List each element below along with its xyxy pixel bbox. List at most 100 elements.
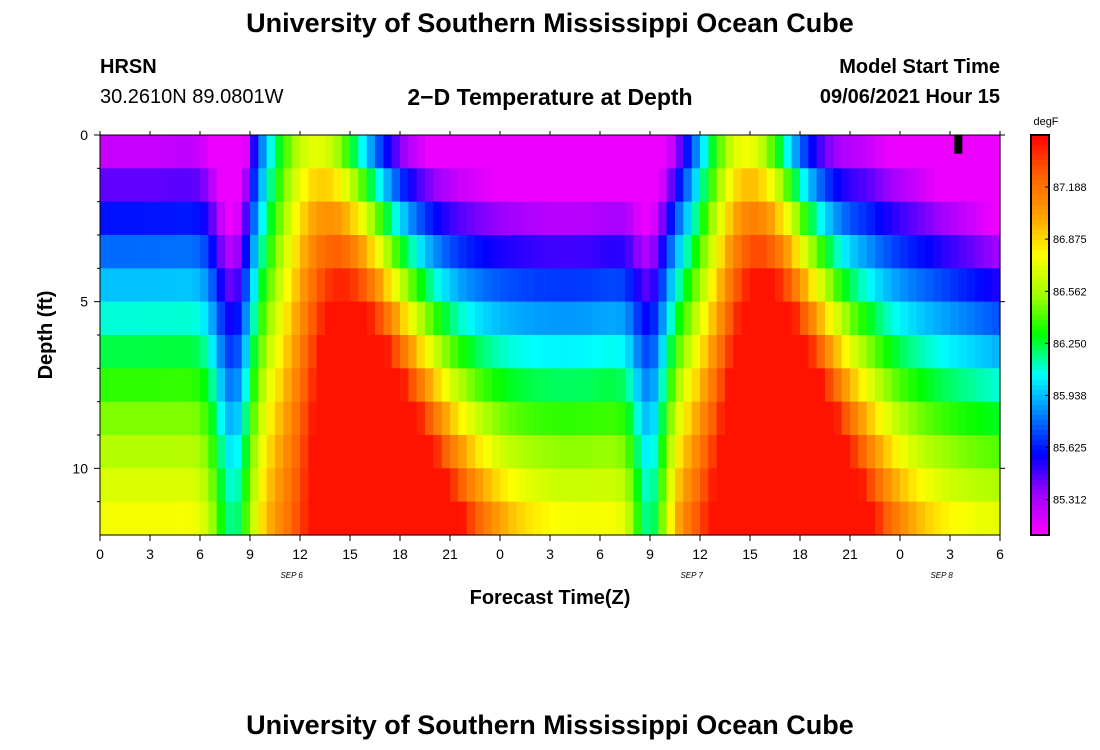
- heatmap-cell: [466, 401, 476, 436]
- heatmap-cell: [275, 401, 284, 436]
- heatmap-cell: [316, 368, 326, 403]
- heatmap-cell: [675, 368, 684, 403]
- colorbar-segment: [1031, 500, 1049, 506]
- heatmap-cell: [966, 468, 976, 503]
- heatmap-cell: [591, 435, 601, 469]
- heatmap-cell: [700, 268, 709, 303]
- heatmap-cell: [100, 401, 109, 436]
- heatmap-cell: [916, 168, 926, 203]
- heatmap-cell: [650, 235, 659, 269]
- heatmap-cell: [966, 335, 976, 369]
- heatmap-cell: [516, 401, 526, 436]
- heatmap-cell: [700, 368, 709, 403]
- heatmap-cell: [875, 335, 884, 369]
- heatmap-cell: [600, 468, 609, 503]
- heatmap-cell: [933, 468, 943, 503]
- heatmap-cell: [116, 268, 126, 303]
- heatmap-cell: [741, 135, 751, 169]
- heatmap-cell: [525, 168, 534, 203]
- heatmap-cell: [408, 135, 418, 169]
- heatmap-cell: [541, 268, 551, 303]
- heatmap-cell: [925, 435, 934, 469]
- x-tick-label: 15: [742, 546, 758, 562]
- heatmap-cell: [966, 301, 976, 336]
- colorbar-tick-label: 85.625: [1053, 443, 1087, 455]
- heatmap-cell: [700, 401, 709, 436]
- heatmap-cell: [225, 235, 234, 269]
- heatmap-cell: [150, 135, 159, 169]
- heatmap-cell: [316, 335, 326, 369]
- heatmap-cell: [266, 435, 276, 469]
- heatmap-cell: [458, 468, 468, 503]
- heatmap-cell: [875, 501, 884, 536]
- heatmap-cell: [616, 435, 626, 469]
- heatmap-cell: [975, 435, 984, 469]
- heatmap-cell: [691, 301, 701, 336]
- heatmap-cell: [166, 201, 176, 236]
- heatmap-cell: [475, 301, 484, 336]
- heatmap-cell: [425, 201, 434, 236]
- heatmap-cell: [391, 301, 401, 336]
- heatmap-cell: [483, 435, 493, 469]
- heatmap-cell: [683, 435, 693, 469]
- heatmap-cell: [891, 168, 901, 203]
- heatmap-cell: [566, 168, 576, 203]
- heatmap-cell: [700, 335, 709, 369]
- heatmap-cell: [450, 135, 459, 169]
- heatmap-cell: [983, 168, 993, 203]
- colorbar-frame: [1030, 134, 1050, 536]
- heatmap-cell: [991, 235, 1001, 269]
- heatmap-cell: [708, 401, 718, 436]
- heatmap-cell: [758, 235, 768, 269]
- heatmap-cell: [550, 135, 559, 169]
- heatmap-cell: [633, 201, 643, 236]
- colorbar-tick-label: 87.188: [1053, 182, 1087, 194]
- heatmap-cell: [625, 235, 634, 269]
- heatmap-cell: [641, 335, 651, 369]
- heatmap-cell: [191, 235, 201, 269]
- heatmap-cell: [250, 201, 259, 236]
- heatmap-cell: [108, 501, 118, 536]
- heatmap-cell: [141, 335, 151, 369]
- heatmap-cell: [941, 301, 951, 336]
- heatmap-cell: [508, 335, 518, 369]
- heatmap-cell: [133, 235, 143, 269]
- heatmap-cell: [525, 301, 534, 336]
- heatmap-cell: [958, 201, 968, 236]
- heatmap-cell: [883, 401, 893, 436]
- colorbar-segment: [1031, 220, 1049, 226]
- heatmap-cell: [741, 168, 751, 203]
- heatmap-cell: [841, 401, 851, 436]
- heatmap-cell: [775, 501, 784, 536]
- heatmap-cell: [575, 168, 584, 203]
- colorbar-segment: [1031, 170, 1049, 176]
- colorbar-segment: [1031, 180, 1049, 186]
- heatmap-cell: [733, 135, 743, 169]
- heatmap-cell: [783, 135, 793, 169]
- heatmap-cell: [216, 235, 226, 269]
- heatmap-cell: [516, 468, 526, 503]
- heatmap-cell: [575, 135, 584, 169]
- heatmap-cell: [483, 335, 493, 369]
- heatmap-cell: [150, 168, 159, 203]
- heatmap-cell: [775, 468, 784, 503]
- heatmap-cell: [316, 235, 326, 269]
- heatmap-cell: [866, 235, 876, 269]
- heatmap-cell: [291, 268, 301, 303]
- heatmap-cell: [808, 301, 818, 336]
- heatmap-cell: [750, 435, 759, 469]
- heatmap-cell: [475, 168, 484, 203]
- heatmap-cell: [900, 135, 909, 169]
- heatmap-cell: [158, 135, 168, 169]
- heatmap-cell: [216, 435, 226, 469]
- heatmap-cell: [600, 201, 609, 236]
- heatmap-cell: [575, 368, 584, 403]
- heatmap-cell: [858, 335, 868, 369]
- heatmap-cell: [650, 401, 659, 436]
- heatmap-cell: [525, 268, 534, 303]
- heatmap-cell: [391, 401, 401, 436]
- colorbar-segment: [1031, 235, 1049, 241]
- heatmap-cell: [816, 368, 826, 403]
- heatmap-cell: [208, 335, 218, 369]
- heatmap-cell: [641, 435, 651, 469]
